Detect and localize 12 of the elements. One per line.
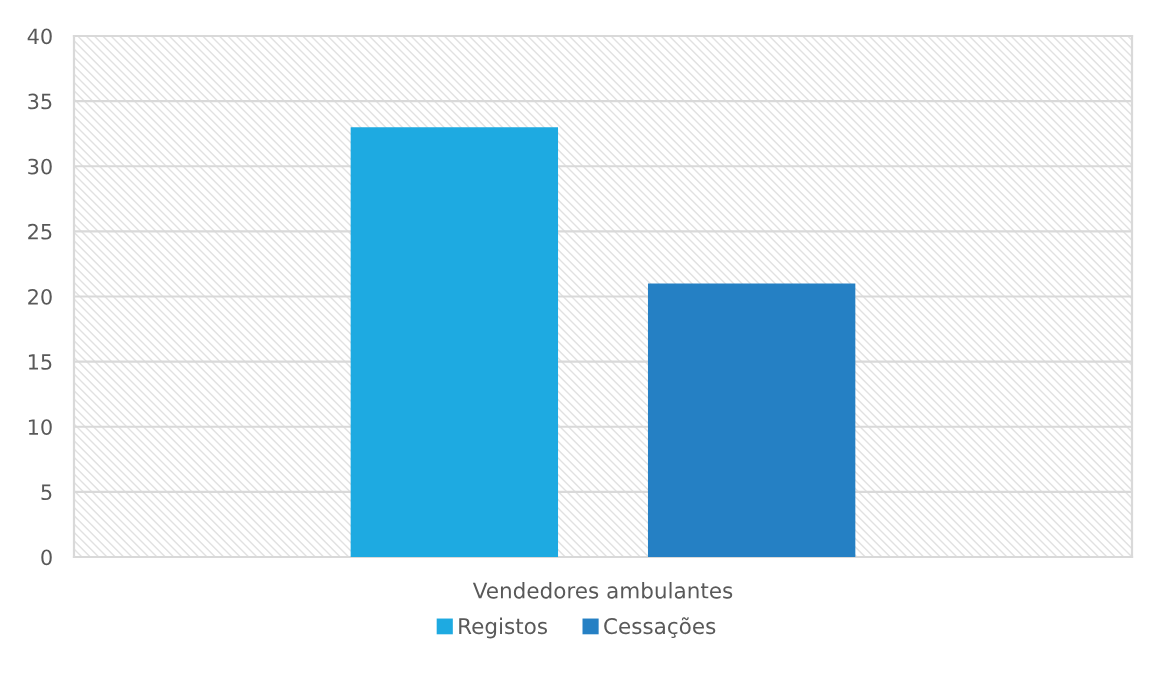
y-tick-label: 30 <box>28 158 52 175</box>
y-tick-label: 20 <box>28 288 52 305</box>
y-tick-label: 15 <box>28 354 52 370</box>
legend-label: Cessações <box>604 617 716 639</box>
y-tick-label: 40 <box>27 28 52 45</box>
x-tick-label: Vendedores ambulantes <box>472 582 733 599</box>
y-tick-label: 5 <box>41 484 52 501</box>
legend-label: Registos <box>459 617 547 639</box>
y-tick-label: 0 <box>41 549 52 566</box>
y-tick-label: 25 <box>28 223 52 240</box>
y-tick-label: 35 <box>28 93 52 110</box>
y-tick-label: 10 <box>28 419 52 435</box>
